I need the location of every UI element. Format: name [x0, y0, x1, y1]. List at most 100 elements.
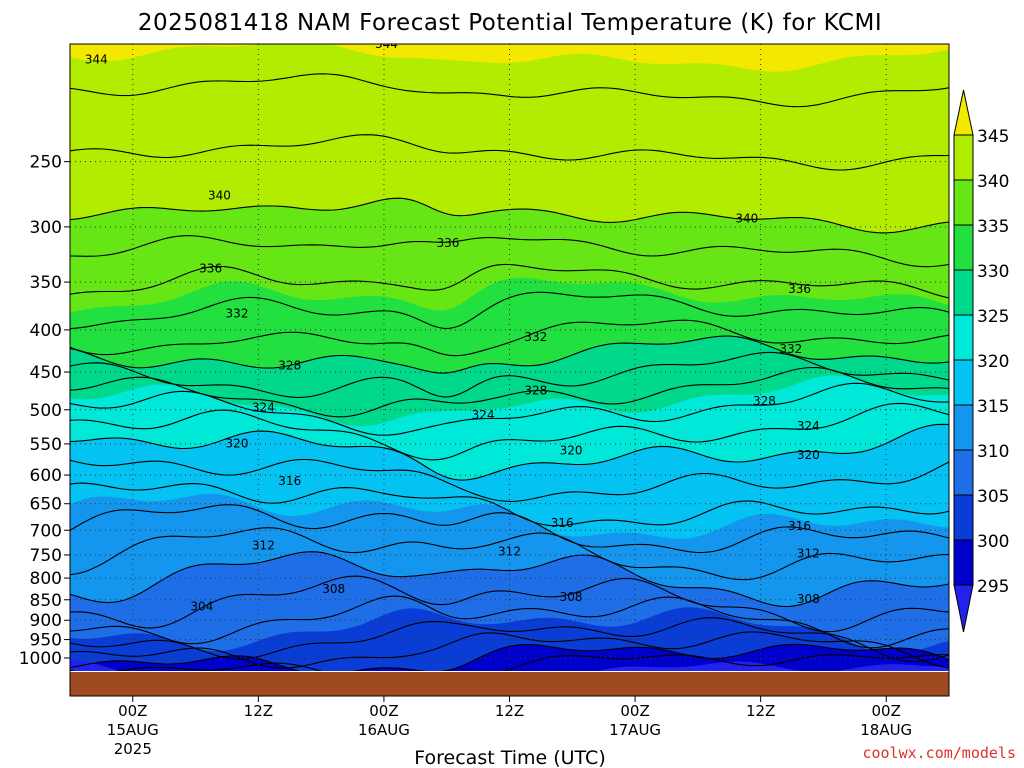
colorbar-box	[953, 359, 974, 406]
y-tick-label: 750	[30, 546, 62, 566]
y-tick-label: 400	[30, 321, 62, 341]
contour-label: 336	[437, 236, 460, 250]
contour-label-text: 332	[779, 342, 802, 356]
x-tick-date: 18AUG	[860, 721, 912, 739]
contour-label-text: 340	[735, 211, 758, 225]
contour-label: 312	[797, 547, 820, 561]
contour-label-text: 320	[560, 443, 583, 457]
y-tick-label: 950	[30, 631, 62, 651]
x-tick-date: 15AUG	[107, 721, 159, 739]
colorbar-cap-bottom	[953, 584, 974, 633]
contour-label: 320	[797, 448, 820, 462]
contour-316	[70, 482, 949, 527]
contour-label-text: 332	[226, 306, 249, 320]
x-tick-hour: 12Z	[244, 702, 273, 720]
contour-label-text: 312	[797, 547, 820, 561]
contour-label-text: 328	[524, 384, 547, 398]
y-tick-label: 800	[30, 569, 62, 589]
contour-label: 344	[375, 44, 398, 51]
y-tick-label: 700	[30, 521, 62, 541]
contour-310	[70, 551, 949, 608]
contour-label-text: 344	[85, 53, 108, 67]
x-axis-label: Forecast Time (UTC)	[414, 747, 605, 768]
contour-320	[70, 423, 949, 481]
contour-338	[70, 235, 949, 268]
contour-label: 312	[498, 545, 521, 559]
colorbar-box	[953, 314, 974, 361]
contour-312	[70, 527, 949, 581]
y-tick-label: 600	[30, 466, 62, 486]
contour-label-text: 336	[788, 282, 811, 296]
contour-334	[70, 291, 949, 330]
contour-318	[70, 458, 949, 502]
contour-label-text: 324	[252, 401, 275, 415]
x-tick-hour: 00Z	[872, 702, 901, 720]
colorbar-label: 295	[977, 577, 1009, 597]
colorbar-label: 340	[977, 172, 1009, 192]
x-tick-year: 2025	[114, 740, 152, 758]
contour-label: 316	[788, 519, 811, 533]
band-295	[70, 659, 949, 671]
contour-label-text: 312	[498, 545, 521, 559]
colorbar-box	[953, 539, 974, 586]
contour-label-text: 328	[278, 359, 301, 373]
chart-title: 2025081418 NAM Forecast Potential Temper…	[138, 10, 882, 36]
colorbar-cap-top	[953, 89, 974, 136]
colorbar-label: 300	[977, 532, 1009, 552]
colorbar-box	[953, 449, 974, 496]
x-tick-hour: 12Z	[746, 702, 775, 720]
contour-label-text: 332	[524, 330, 547, 344]
contour-label: 340	[735, 211, 758, 225]
contour-label-text: 328	[753, 394, 776, 408]
contour-306	[70, 595, 949, 649]
contour-label-text: 312	[252, 538, 275, 552]
contour-label: 332	[524, 330, 547, 344]
contour-label: 344	[85, 53, 108, 67]
y-tick-label: 900	[30, 611, 62, 631]
colorbar-box	[953, 224, 974, 271]
contour-label: 332	[779, 342, 802, 356]
contour-314	[70, 504, 949, 554]
y-tick-label: 1000	[19, 649, 62, 669]
contour-304	[70, 617, 949, 663]
contour-label: 336	[199, 262, 222, 276]
y-tick-label: 500	[30, 401, 62, 421]
contour-label-text: 340	[208, 189, 231, 203]
contour-label: 324	[472, 408, 495, 422]
y-tick-label: 250	[30, 153, 62, 173]
colorbar-label: 335	[977, 217, 1009, 237]
contour-label-text: 324	[472, 408, 495, 422]
colorbar-box	[953, 269, 974, 316]
contour-300	[70, 643, 949, 671]
x-tick-date: 17AUG	[609, 721, 661, 739]
contour-344	[70, 73, 949, 108]
contour-label-text: 324	[797, 419, 820, 433]
contour-label: 328	[278, 359, 301, 373]
colorbar-box	[953, 134, 974, 181]
x-tick-hour: 00Z	[369, 702, 398, 720]
contour-label-text: 304	[190, 599, 213, 613]
contour-label: 328	[753, 394, 776, 408]
contour-label-text: 316	[788, 519, 811, 533]
x-tick-hour: 00Z	[620, 702, 649, 720]
y-tick-label: 450	[30, 363, 62, 383]
contour-label-text: 308	[797, 592, 820, 606]
colorbar-label: 315	[977, 397, 1009, 417]
contour-332	[70, 319, 949, 357]
y-tick-label: 850	[30, 591, 62, 611]
contour-label: 324	[252, 401, 275, 415]
contour-label-text: 308	[560, 590, 583, 604]
contour-label: 324	[797, 419, 820, 433]
colorbar-label: 325	[977, 307, 1009, 327]
contour-label: 308	[322, 582, 345, 596]
colorbar-box	[953, 494, 974, 541]
contour-label: 316	[551, 516, 574, 530]
colorbar-label: 320	[977, 352, 1009, 372]
y-tick-label: 350	[30, 273, 62, 293]
contour-324	[70, 382, 949, 436]
contour-label: 316	[278, 474, 301, 488]
contour-302	[70, 631, 949, 669]
y-tick-label: 650	[30, 495, 62, 515]
contour-328	[70, 351, 949, 398]
